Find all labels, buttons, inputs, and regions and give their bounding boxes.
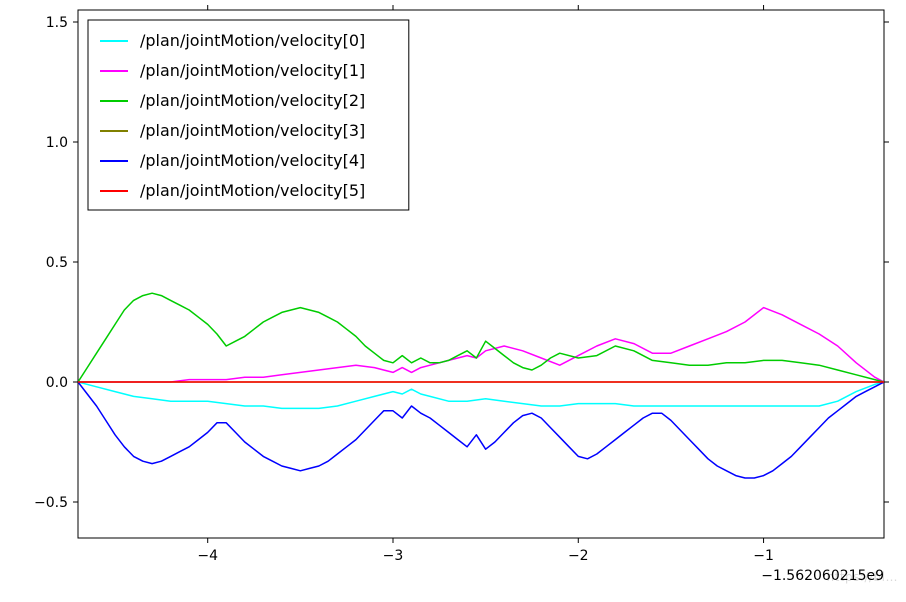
y-tick-label: 0.5 [46,255,68,271]
x-tick-label: −1 [753,548,774,564]
legend-label-velocity2: /plan/jointMotion/velocity[2] [140,91,365,110]
legend-label-velocity3: /plan/jointMotion/velocity[3] [140,121,365,140]
line-chart: −4−3−2−1−1.562060215e9−0.50.00.51.01.5/p… [0,0,906,598]
legend-label-velocity1: /plan/jointMotion/velocity[1] [140,61,365,80]
series-velocity4 [78,382,884,478]
series-velocity2 [78,293,884,382]
y-tick-label: 1.5 [46,15,68,31]
y-tick-label: 0.0 [46,375,68,391]
watermark-text: https://bl… [827,570,898,584]
x-tick-label: −4 [197,548,218,564]
series-velocity0 [78,382,884,408]
x-tick-label: −3 [383,548,404,564]
y-tick-label: 1.0 [46,135,68,151]
legend-label-velocity0: /plan/jointMotion/velocity[0] [140,31,365,50]
y-tick-label: −0.5 [34,495,68,511]
chart-svg: −4−3−2−1−1.562060215e9−0.50.00.51.01.5/p… [0,0,906,598]
legend-label-velocity5: /plan/jointMotion/velocity[5] [140,181,365,200]
series-velocity1 [78,308,884,382]
legend: /plan/jointMotion/velocity[0] /plan/joint… [88,20,409,210]
legend-label-velocity4: /plan/jointMotion/velocity[4] [140,151,365,170]
x-tick-label: −2 [568,548,589,564]
